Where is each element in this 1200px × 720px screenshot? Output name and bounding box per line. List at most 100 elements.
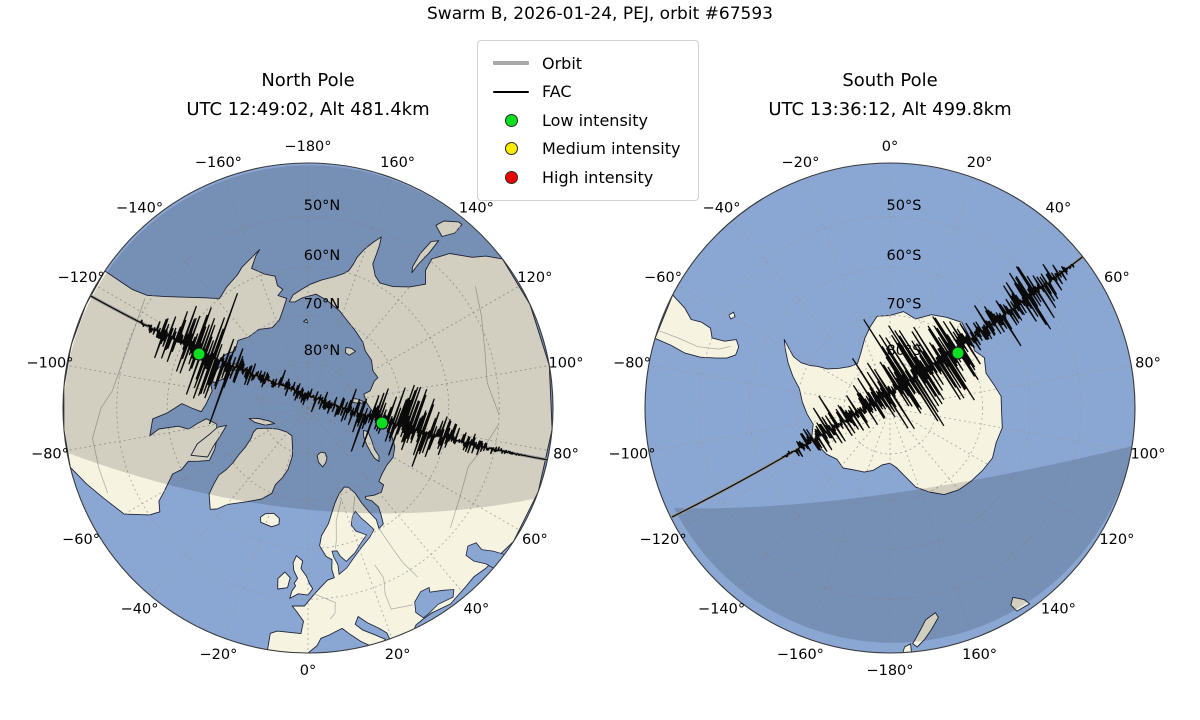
lon-label: −40° — [121, 602, 159, 618]
lat-label: 60°S — [887, 248, 922, 264]
lon-label: −180° — [866, 663, 913, 679]
lat-label: 60°N — [304, 248, 341, 264]
south-subtitle: UTC 13:36:12, Alt 499.8km — [768, 99, 1012, 120]
legend-item-low-intensity: Low intensity — [488, 106, 680, 135]
lon-label: 140° — [459, 200, 494, 216]
lon-label: −60° — [644, 270, 682, 286]
sea — [414, 586, 455, 619]
marker-dot-icon — [504, 170, 518, 184]
marker-dot-icon — [504, 113, 518, 127]
landmass — [912, 612, 939, 648]
lat-label: 70°N — [304, 296, 341, 312]
landmass — [190, 424, 228, 458]
fac-line — [79, 289, 553, 467]
south-panel-title: South Pole UTC 13:36:12, Alt 499.8km — [600, 66, 1180, 124]
lon-label: −80° — [31, 447, 69, 463]
night-terminator-shading — [674, 446, 1133, 643]
latitude-labels: 50°S 60°S 70°S 80°S — [887, 198, 922, 359]
legend-line-swatch — [488, 61, 534, 66]
line-swatch — [493, 61, 529, 66]
lon-label: −140° — [698, 602, 745, 618]
north-title: North Pole — [261, 70, 355, 91]
lat-label: 80°S — [887, 343, 922, 359]
line-swatch — [493, 91, 529, 93]
lon-label: −60° — [62, 532, 100, 548]
lon-label: −160° — [777, 647, 824, 663]
landmass — [289, 555, 314, 599]
landmass — [260, 512, 280, 528]
north-panel-title: North Pole UTC 12:49:02, Alt 481.4km — [18, 66, 598, 124]
map-boundary — [62, 162, 554, 654]
landmass — [316, 451, 328, 468]
landmasses — [63, 220, 553, 653]
country-borders — [657, 329, 731, 350]
lon-label: 40° — [1046, 200, 1072, 216]
landmass — [1010, 596, 1031, 612]
legend-item-orbit: Orbit — [488, 49, 680, 78]
landmass — [248, 417, 276, 426]
longitude-labels: −180° −160° −140° −120° −100° −80° −60° −40° −20… — [26, 139, 583, 679]
legend-label: FAC — [542, 82, 572, 102]
lon-label: −100° — [608, 447, 655, 463]
lat-label: 50°S — [887, 198, 922, 214]
lon-label: 120° — [517, 270, 552, 286]
north-pole-map: −180° −160° −140° −120° −100° −80° −60° −40° −20… — [26, 139, 583, 679]
lon-label: 120° — [1099, 532, 1134, 548]
lon-label: −180° — [284, 139, 331, 155]
legend-label: Low intensity — [542, 110, 648, 130]
legend-item-medium-intensity: Medium intensity — [488, 135, 680, 164]
lon-label: 20° — [967, 155, 993, 171]
landmass — [344, 346, 356, 356]
lon-label: −100° — [26, 356, 73, 372]
lat-label: 80°N — [304, 343, 341, 359]
lon-label: 100° — [1131, 447, 1166, 463]
landmass — [654, 294, 740, 359]
lon-label: 60° — [1104, 270, 1130, 286]
map-boundary — [644, 162, 1136, 654]
legend-line-swatch — [488, 91, 534, 93]
lon-label: −20° — [199, 647, 237, 663]
lon-label: 140° — [1041, 602, 1076, 618]
lon-label: −80° — [613, 356, 651, 372]
legend-marker-icon — [488, 142, 534, 156]
fac-line — [671, 254, 1086, 518]
lon-label: −120° — [640, 532, 687, 548]
landmass — [303, 318, 309, 324]
lon-label: 0° — [882, 139, 898, 155]
landmass — [277, 571, 291, 590]
legend-label: Orbit — [542, 53, 583, 73]
lon-label: 160° — [380, 155, 415, 171]
legend-item-fac: FAC — [488, 78, 680, 107]
north-subtitle: UTC 12:49:02, Alt 481.4km — [186, 99, 430, 120]
lon-label: 60° — [522, 532, 548, 548]
country-borders — [92, 286, 500, 620]
marker-dot-icon — [504, 142, 518, 156]
low-intensity-marker — [951, 346, 965, 360]
legend-marker-icon — [488, 170, 534, 184]
lon-label: 80° — [553, 447, 579, 463]
lon-label: −20° — [781, 155, 819, 171]
lon-label: 160° — [962, 647, 997, 663]
south-pole-map: 0° 20° 40° 60° 80° 100° 120° 140° 160° −180° −160°… — [608, 139, 1165, 679]
low-intensity-marker — [192, 347, 206, 361]
legend-item-high-intensity: High intensity — [488, 163, 680, 192]
landmass — [208, 427, 293, 510]
legend-label: Medium intensity — [542, 139, 681, 159]
figure-title: Swarm B, 2026-01-24, PEJ, orbit #67593 — [427, 4, 773, 24]
lon-label: −160° — [195, 155, 242, 171]
longitude-labels: 0° 20° 40° 60° 80° 100° 120° 140° 160° −180° −160°… — [608, 139, 1165, 679]
lon-label: 0° — [300, 663, 316, 679]
legend-marker-icon — [488, 113, 534, 127]
lon-label: −40° — [703, 200, 741, 216]
lon-label: 100° — [549, 356, 584, 372]
lat-label: 70°S — [887, 296, 922, 312]
low-intensity-marker — [375, 416, 389, 430]
lon-label: −140° — [116, 200, 163, 216]
lon-label: 20° — [385, 647, 411, 663]
legend-label: High intensity — [542, 167, 654, 187]
legend: Orbit FAC Low intensity Medium intensity Hig… — [477, 40, 700, 201]
landmass — [435, 220, 463, 237]
night-terminator-shading — [64, 165, 553, 514]
lat-label: 50°N — [304, 198, 341, 214]
